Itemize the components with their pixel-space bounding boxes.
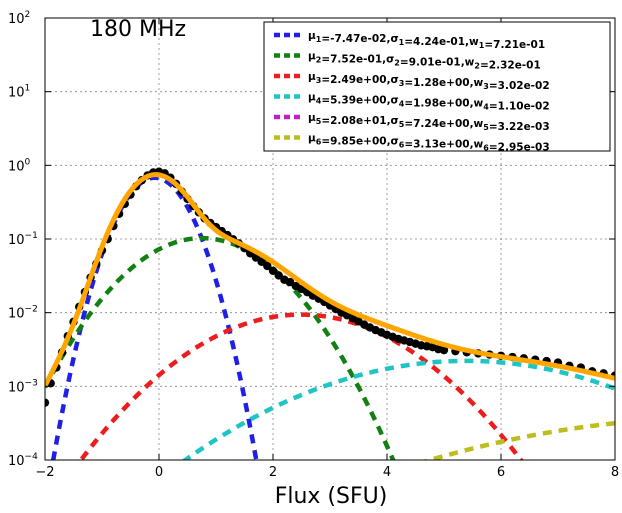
component-curves [45,175,615,513]
observed-point [268,266,278,276]
legend-w-value: 3.02e-02 [498,80,550,92]
y-tick-base: 10 [8,12,25,27]
legend-sigma-value: 9.01e-01 [409,57,461,69]
legend-entry-4: μ4=5.39e+00,σ4=1.98e+00,w4=1.10e-02 [308,92,550,113]
legend-sigma-value: 4.24e-01 [413,36,465,48]
legend-box [263,21,611,152]
y-tick-exponent: 0 [25,157,31,167]
legend-entry-3: μ3=2.49e+00,σ3=1.28e+00,w3=3.02e-02 [308,71,550,92]
x-tick-label: 0 [155,465,163,480]
legend-w-value: 1.10e-02 [498,101,550,113]
legend-entry-5: μ5=2.08e+01,σ5=7.24e+00,w5=3.22e-03 [308,112,550,133]
legend-w-value: 7.21e-01 [493,39,545,51]
legend: μ1=-7.47e-02,σ1=4.24e-01,w1=7.21e-01μ2=7… [263,21,611,154]
y-tick-label: 10−1 [8,231,38,248]
legend-w-value: 3.22e-03 [498,121,550,133]
y-tick-exponent: 2 [25,10,31,20]
total-fit [45,172,615,388]
x-tick-label: −2 [35,465,54,480]
observed-point [274,271,283,280]
x-tick-label: 6 [497,465,505,480]
component-curve-2 [45,235,396,460]
legend-entry-1: μ1=-7.47e-02,σ1=4.24e-01,w1=7.21e-01 [308,30,545,51]
legend-sigma-value: 1.98e+00 [413,98,469,110]
observed-point [439,345,449,355]
legend-w-value: 2.32e-01 [489,60,541,72]
legend-mu-value: 2.49e+00 [330,74,386,86]
y-tick-label: 100 [8,157,31,174]
legend-sigma-value: 1.28e+00 [413,77,469,89]
x-tick-label: 8 [611,465,619,480]
legend-mu-value: 5.39e+00 [330,95,386,107]
legend-entry-6: μ6=9.85e+00,σ6=3.13e+00,w6=2.95e-03 [308,133,550,154]
y-tick-label: 102 [8,10,30,27]
observed-point [263,261,272,271]
total-fit-curve [45,172,615,388]
y-tick-exponent: 1 [25,84,31,94]
y-tick-base: 10 [8,454,25,469]
observed-point [45,398,50,407]
y-tick-base: 10 [8,159,25,174]
y-tick-base: 10 [8,86,25,101]
component-curve-3 [78,312,524,460]
y-tick-base: 10 [8,307,25,322]
x-tick-label: 4 [383,465,391,480]
legend-mu-value: -7.47e-02 [330,33,386,45]
component-curve-1 [50,175,259,460]
frequency-label: 180 MHz [90,17,186,42]
legend-mu-value: 9.85e+00 [330,136,386,148]
y-tick-label: 10−3 [8,378,38,395]
y-tick-base: 10 [8,233,25,248]
legend-mu-value: 2.08e+01 [330,115,386,127]
y-tick-label: 101 [8,84,30,101]
legend-sigma-value: 7.24e+00 [413,118,469,130]
y-tick-base: 10 [8,380,25,395]
y-tick-exponent: −4 [25,452,39,462]
y-tick-exponent: −3 [25,378,38,388]
legend-mu-value: 7.52e-01 [330,54,382,66]
legend-entry-2: μ2=7.52e-01,σ2=9.01e-01,w2=2.32e-01 [308,51,541,72]
legend-w-value: 2.95e-03 [498,142,550,154]
y-tick-exponent: −2 [25,305,38,315]
legend-sigma-value: 3.13e+00 [413,139,469,151]
y-tick-label: 10−4 [8,452,38,469]
y-tick-exponent: −1 [25,231,38,241]
observed-points [45,167,615,407]
x-axis-label: Flux (SFU) [275,484,388,509]
x-tick-label: 2 [269,465,277,480]
y-tick-label: 10−2 [8,305,38,322]
component-curve-4 [181,358,615,460]
component-curve-5 [355,492,615,513]
